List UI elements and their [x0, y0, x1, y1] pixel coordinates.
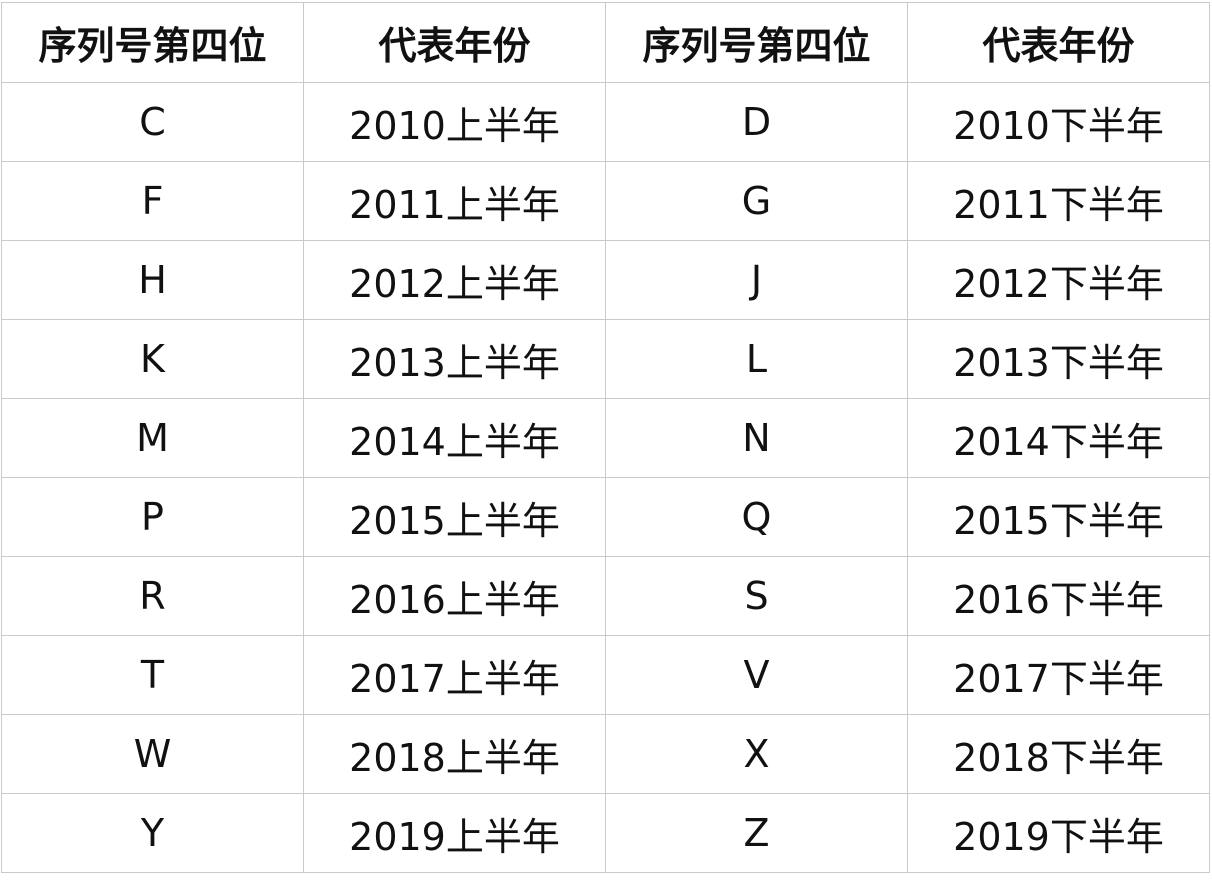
table-row: R 2016上半年 S 2016下半年 — [1, 556, 1210, 636]
serial-char-cell: W — [1, 714, 304, 794]
year-cell: 2015下半年 — [907, 477, 1210, 557]
serial-char-cell: L — [605, 319, 908, 399]
serial-char-cell: V — [605, 635, 908, 715]
serial-char-cell: Z — [605, 793, 908, 873]
year-cell: 2012下半年 — [907, 240, 1210, 320]
header-year: 代表年份 — [907, 2, 1210, 83]
serial-char-cell: J — [605, 240, 908, 320]
table-row: F 2011上半年 G 2011下半年 — [1, 161, 1210, 241]
header-row: 序列号第四位 代表年份 序列号第四位 代表年份 — [1, 2, 1210, 83]
table-row: Y 2019上半年 Z 2019下半年 — [1, 793, 1210, 873]
year-cell: 2011上半年 — [303, 161, 606, 241]
table-row: H 2012上半年 J 2012下半年 — [1, 240, 1210, 320]
serial-char-cell: C — [1, 82, 304, 162]
serial-char-cell: N — [605, 398, 908, 478]
year-cell: 2010下半年 — [907, 82, 1210, 162]
year-cell: 2018上半年 — [303, 714, 606, 794]
table-row: P 2015上半年 Q 2015下半年 — [1, 477, 1210, 557]
year-cell: 2016上半年 — [303, 556, 606, 636]
year-cell: 2010上半年 — [303, 82, 606, 162]
year-cell: 2016下半年 — [907, 556, 1210, 636]
serial-char-cell: K — [1, 319, 304, 399]
serial-char-cell: T — [1, 635, 304, 715]
year-cell: 2013下半年 — [907, 319, 1210, 399]
header-year: 代表年份 — [303, 2, 606, 83]
year-cell: 2012上半年 — [303, 240, 606, 320]
year-cell: 2017下半年 — [907, 635, 1210, 715]
serial-char-cell: R — [1, 556, 304, 636]
serial-char-cell: S — [605, 556, 908, 636]
year-cell: 2013上半年 — [303, 319, 606, 399]
serial-char-cell: H — [1, 240, 304, 320]
table-row: T 2017上半年 V 2017下半年 — [1, 635, 1210, 715]
year-cell: 2014下半年 — [907, 398, 1210, 478]
header-serial-4th-char: 序列号第四位 — [605, 2, 908, 83]
serial-char-cell: M — [1, 398, 304, 478]
serial-char-cell: F — [1, 161, 304, 241]
year-cell: 2017上半年 — [303, 635, 606, 715]
serial-char-cell: G — [605, 161, 908, 241]
table-row: K 2013上半年 L 2013下半年 — [1, 319, 1210, 399]
year-cell: 2019下半年 — [907, 793, 1210, 873]
table-row: C 2010上半年 D 2010下半年 — [1, 82, 1210, 162]
serial-char-cell: D — [605, 82, 908, 162]
header-serial-4th-char: 序列号第四位 — [1, 2, 304, 83]
serial-char-cell: Q — [605, 477, 908, 557]
table-row: M 2014上半年 N 2014下半年 — [1, 398, 1210, 478]
year-cell: 2018下半年 — [907, 714, 1210, 794]
year-cell: 2015上半年 — [303, 477, 606, 557]
year-cell: 2019上半年 — [303, 793, 606, 873]
serial-char-cell: P — [1, 477, 304, 557]
year-cell: 2014上半年 — [303, 398, 606, 478]
serial-char-cell: X — [605, 714, 908, 794]
serial-char-cell: Y — [1, 793, 304, 873]
year-cell: 2011下半年 — [907, 161, 1210, 241]
table-row: W 2018上半年 X 2018下半年 — [1, 714, 1210, 794]
